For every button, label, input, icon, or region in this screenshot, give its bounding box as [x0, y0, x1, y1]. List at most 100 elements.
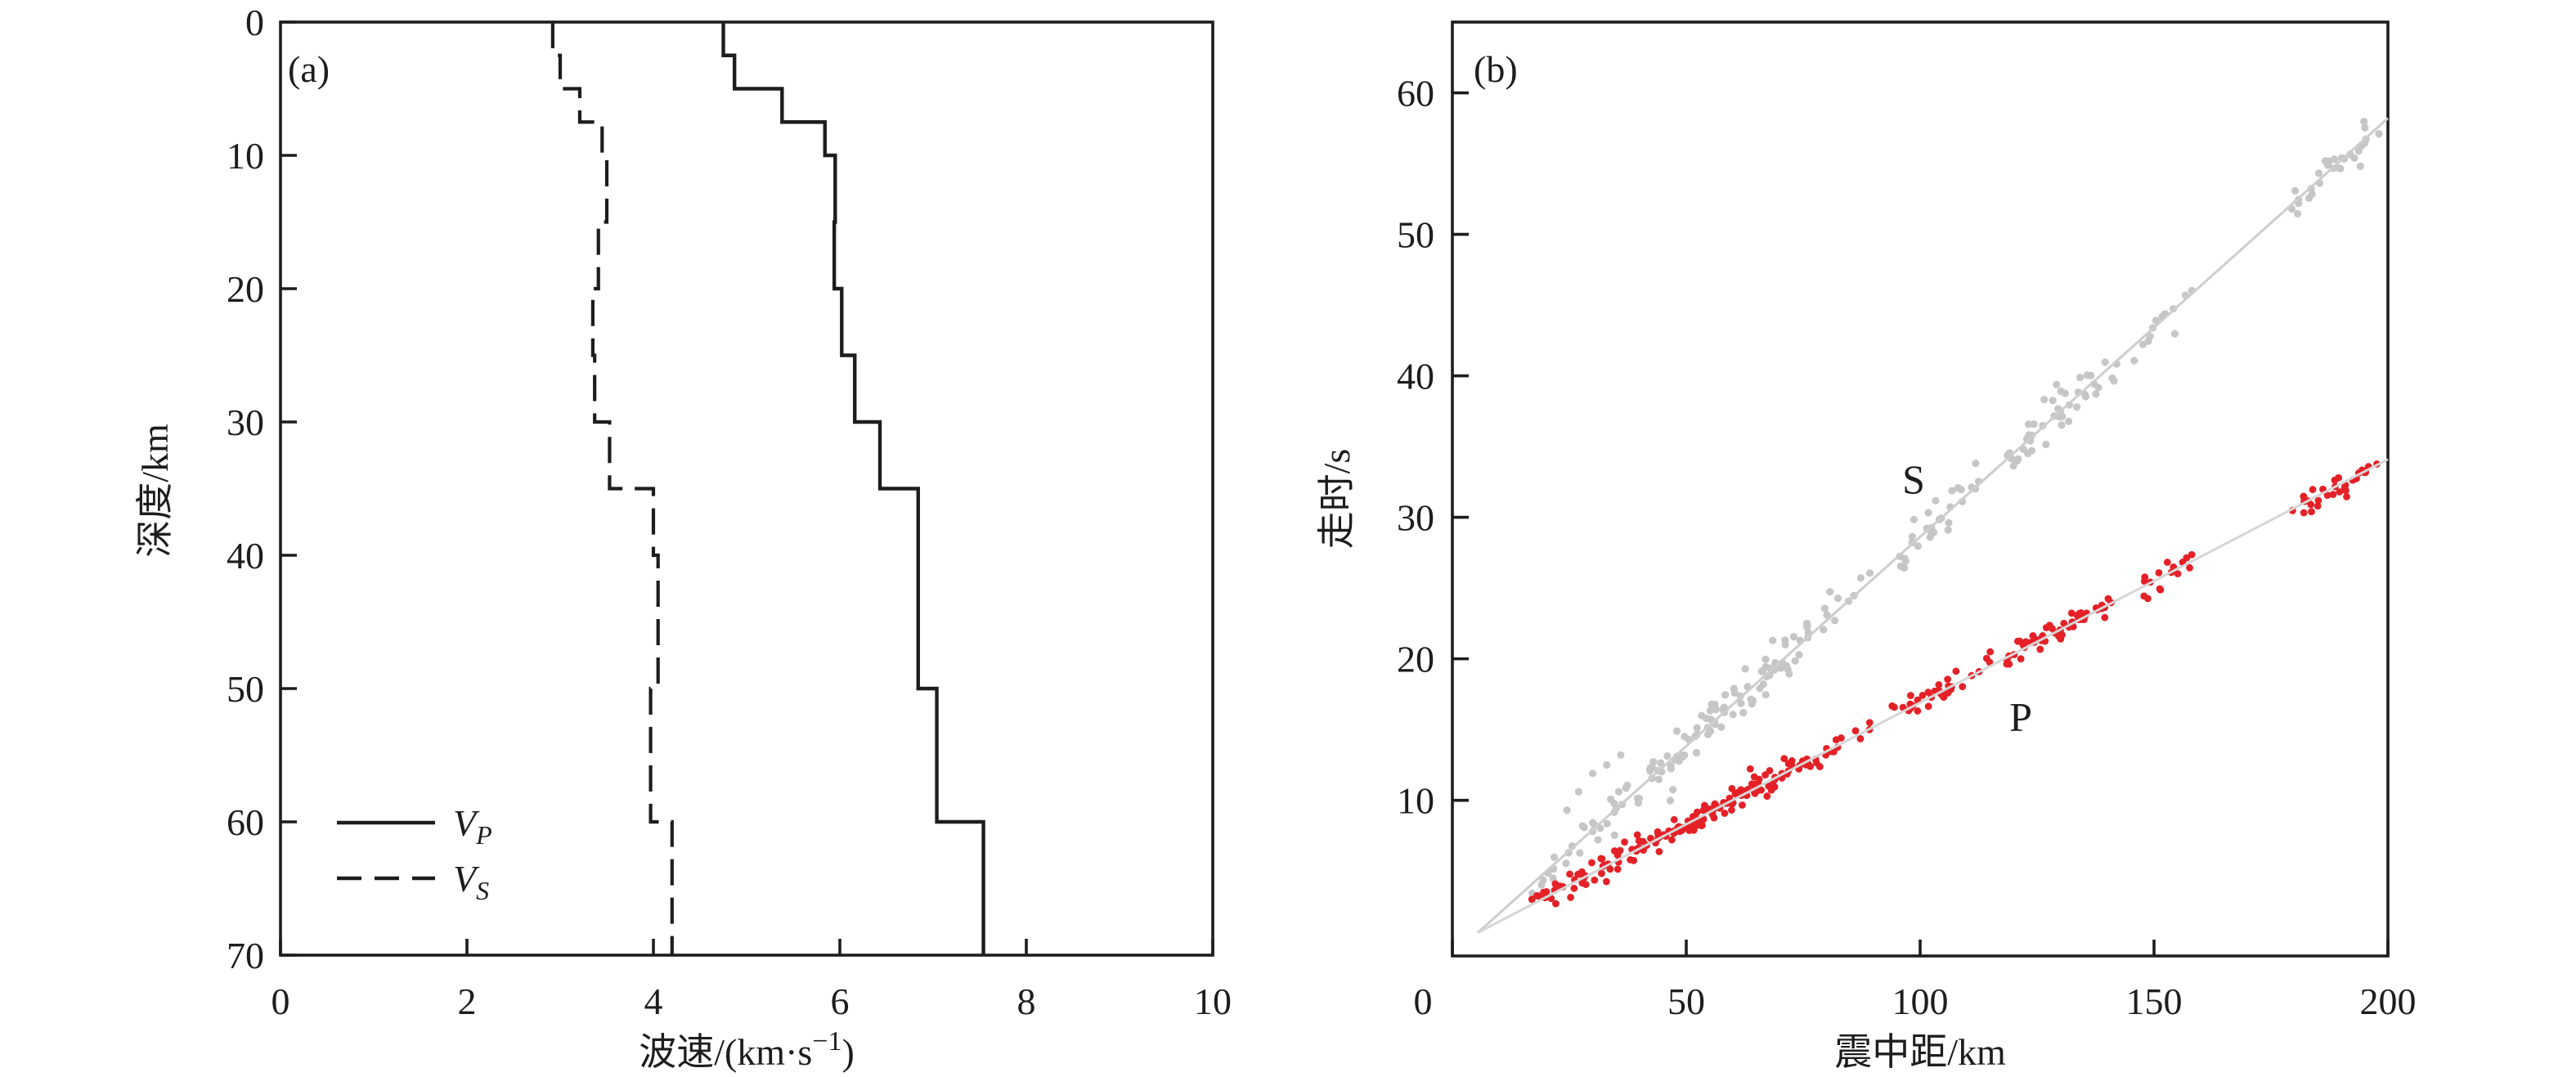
p-wave-point: [2029, 632, 2037, 639]
p-wave-point: [1986, 648, 1995, 656]
p-wave-point: [1693, 808, 1701, 816]
y-axis-title: 深度/km: [134, 424, 176, 558]
p-wave-point: [1952, 667, 1960, 675]
p-wave-point: [1655, 847, 1663, 855]
p-wave-outlier-point: [1551, 880, 1560, 888]
s-wave-point: [1761, 690, 1770, 699]
p-wave-point: [2313, 502, 2322, 510]
p-wave-outlier-point: [1540, 888, 1547, 896]
y-tick-label: 50: [227, 668, 264, 710]
p-wave-point: [1788, 756, 1796, 765]
y-tick-label: 20: [227, 268, 264, 310]
x-tick-label: 50: [1667, 981, 1705, 1022]
p-wave-point: [2155, 568, 2163, 577]
p-wave-point: [1728, 784, 1736, 792]
s-wave-point: [2049, 397, 2057, 405]
legend-s-label: VS: [453, 858, 489, 905]
s-wave-point: [1698, 711, 1706, 720]
x-tick-label: 6: [831, 981, 850, 1022]
p-wave-point: [1944, 675, 1952, 684]
s-wave-point: [1856, 574, 1865, 582]
p-wave-point: [2331, 476, 2339, 484]
s-wave-point: [2076, 373, 2085, 382]
p-wave-point: [2042, 624, 2050, 631]
s-wave-point: [2325, 157, 2333, 165]
p-wave-point: [1602, 877, 1610, 886]
p-wave-point: [1582, 881, 1590, 888]
x-tick-label: 8: [1017, 981, 1036, 1022]
s-wave-point: [1784, 666, 1792, 674]
y-tick-label: 60: [227, 801, 264, 843]
y-tick-label: 10: [1397, 780, 1434, 822]
s-wave-point: [2356, 162, 2364, 171]
s-wave-point: [1672, 727, 1681, 735]
s-wave-point: [1833, 594, 1842, 603]
p-wave-point: [2013, 637, 2022, 645]
p-wave-point: [1746, 765, 1754, 773]
p-wave-point: [2058, 631, 2066, 639]
p-scatter-series: [1477, 458, 2389, 934]
s-wave-point: [1795, 650, 1803, 659]
s-wave-point: [1539, 876, 1547, 884]
p-wave-point: [1710, 814, 1718, 822]
s-wave-outlier-point: [1603, 761, 1611, 770]
s-wave-point: [1932, 496, 1940, 505]
p-wave-point: [1865, 719, 1874, 727]
s-wave-point: [1748, 699, 1756, 708]
p-wave-point: [1667, 836, 1676, 844]
vp-profile-line: [721, 22, 985, 955]
p-wave-point: [1739, 801, 1746, 809]
s-phase-label: S: [1902, 456, 1925, 502]
p-wave-point: [1815, 763, 1824, 770]
s-wave-point: [1924, 509, 1932, 517]
p-wave-point: [1851, 727, 1860, 735]
p-wave-point: [1567, 894, 1574, 901]
s-wave-point: [2094, 384, 2103, 392]
s-wave-point: [2350, 154, 2358, 162]
p-wave-point: [1647, 834, 1654, 842]
s-wave-point: [1649, 758, 1658, 766]
p-wave-point: [2174, 570, 2182, 578]
s-wave-point: [2108, 374, 2116, 383]
s-wave-point: [2024, 449, 2032, 458]
p-wave-point: [1552, 900, 1560, 908]
p-wave-point: [1935, 680, 1943, 689]
p-wave-point: [2300, 509, 2308, 517]
x-tick-label: 0: [272, 981, 290, 1022]
s-wave-point: [1610, 831, 1618, 839]
x-tick-label: 200: [2360, 981, 2417, 1022]
p-wave-point: [2343, 493, 2350, 500]
p-wave-point: [2156, 586, 2165, 594]
p-wave-point: [1611, 847, 1618, 855]
p-wave-point: [2022, 638, 2030, 646]
s-wave-point: [1820, 626, 1828, 634]
p-wave-point: [1670, 815, 1678, 823]
s-wave-point: [1901, 563, 1909, 572]
p-wave-point: [1630, 856, 1638, 864]
x-tick-label: 10: [1194, 981, 1232, 1022]
s-wave-point: [1914, 542, 1922, 550]
s-wave-point: [1741, 665, 1749, 673]
p-wave-point: [1699, 821, 1706, 829]
s-wave-point: [2064, 417, 2073, 425]
s-wave-point: [2053, 380, 2061, 388]
p-fit-line: [1477, 458, 2389, 934]
p-wave-point: [1635, 837, 1643, 845]
s-wave-point: [1614, 788, 1623, 796]
p-wave-point: [1755, 775, 1763, 783]
s-wave-point: [2130, 357, 2138, 365]
s-wave-point: [2086, 371, 2095, 379]
travel-time-panel: 0 50 100 150 200 10 20 30 40 50 60 震中距/km 走时/s (b) S P: [1316, 20, 2417, 1073]
y-tick-label: 60: [1397, 73, 1434, 114]
s-wave-point: [1944, 526, 1952, 534]
s-wave-point: [2030, 420, 2038, 429]
s-wave-point: [1721, 691, 1730, 699]
p-wave-point: [2017, 655, 2025, 663]
p-wave-point: [1700, 806, 1708, 814]
x-axis-title: 震中距/km: [1834, 1031, 2006, 1073]
s-wave-point: [1737, 699, 1745, 707]
s-wave-point: [1777, 664, 1785, 672]
y-tick-label: 40: [227, 535, 264, 577]
p-wave-point: [1899, 703, 1907, 711]
